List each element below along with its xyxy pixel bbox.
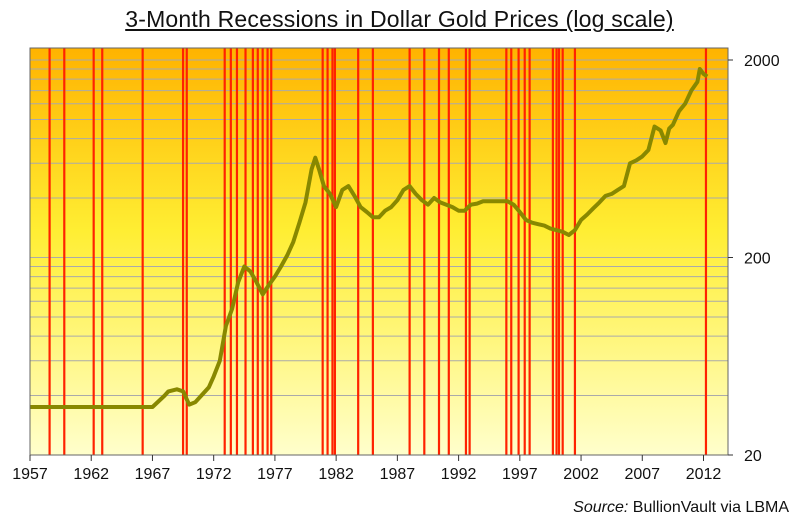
x-tick-label: 2002	[563, 466, 599, 483]
x-tick-label: 1967	[135, 466, 171, 483]
x-tick-label: 2007	[624, 466, 660, 483]
x-tick-label: 1982	[318, 466, 354, 483]
x-tick-label: 1997	[502, 466, 538, 483]
x-tick-label: 1972	[196, 466, 232, 483]
source-label: Source:	[573, 499, 629, 516]
plot-frame	[29, 47, 729, 456]
x-tick-label: 1977	[257, 466, 293, 483]
gold-price-line	[30, 67, 709, 409]
chart-title: 3-Month Recessions in Dollar Gold Prices…	[125, 6, 674, 32]
x-tick-label: 1962	[73, 466, 109, 483]
y-tick-label: 2000	[744, 53, 780, 70]
x-tick-label: 1987	[380, 466, 416, 483]
y-tick-label: 20	[744, 448, 762, 465]
source-text: BullionVault via LBMA	[632, 499, 789, 516]
x-tick-label: 1992	[441, 466, 477, 483]
x-tick-label: 1957	[12, 466, 48, 483]
x-tick-label: 2012	[686, 466, 722, 483]
y-tick-label: 200	[744, 250, 771, 267]
source-note: Source: BullionVault via LBMA	[573, 499, 789, 517]
plot-background	[30, 48, 728, 455]
